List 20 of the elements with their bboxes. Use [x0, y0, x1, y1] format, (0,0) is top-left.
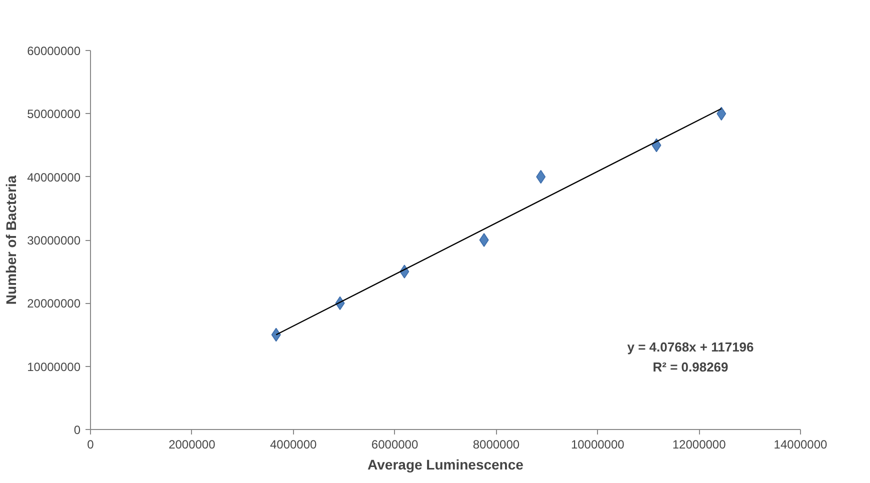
x-tick-label: 10000000 — [570, 438, 625, 452]
y-tick-label: 50000000 — [27, 107, 81, 122]
x-tick-label: 8000000 — [472, 438, 520, 452]
y-tick-label: 0 — [74, 423, 81, 437]
y-tick-label: 40000000 — [27, 170, 81, 184]
x-tick-label: 0 — [87, 438, 94, 452]
y-tick-label: 10000000 — [27, 360, 81, 374]
y-tick-label: 20000000 — [27, 296, 81, 311]
x-tick-label: 14000000 — [774, 438, 828, 452]
x-tick-label: 4000000 — [270, 438, 318, 452]
y-axis-title: Number of Bacteria — [3, 175, 20, 305]
x-axis-title: Average Luminescence — [368, 456, 524, 472]
annotation: y = 4.0768x + 117196 — [627, 340, 754, 354]
x-tick-label: 12000000 — [672, 438, 726, 452]
x-tick-label: 2000000 — [168, 438, 216, 452]
y-tick-label: 30000000 — [27, 234, 81, 248]
x-tick-label: 6000000 — [371, 438, 418, 452]
point — [479, 233, 489, 247]
y-tick-label: 60000000 — [27, 44, 81, 58]
annotation: R² = 0.98269 — [652, 360, 728, 374]
